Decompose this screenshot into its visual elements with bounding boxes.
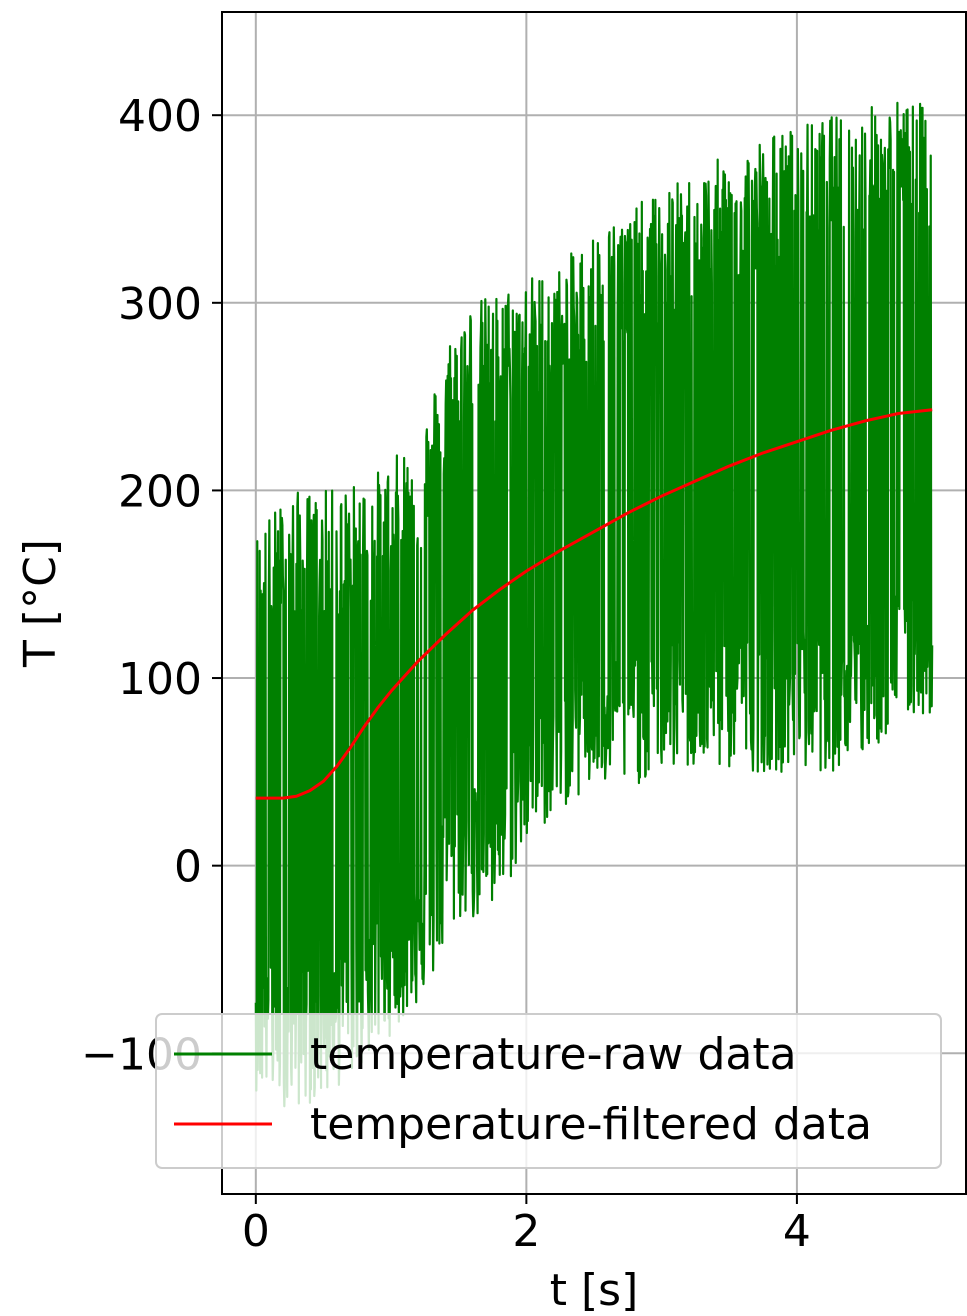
legend-label-raw: temperature-raw data [310, 1029, 797, 1080]
y-axis-label: T [°C] [15, 539, 66, 668]
x-tick-label: 4 [783, 1206, 811, 1257]
x-tick-label: 2 [512, 1206, 540, 1257]
y-tick-label: 200 [118, 466, 202, 517]
legend-label-filtered: temperature-filtered data [310, 1099, 872, 1150]
y-tick-label: 300 [118, 279, 202, 330]
filtered-data-series [255, 408, 933, 800]
x-tick-label: 0 [242, 1206, 270, 1257]
legend: temperature-raw data temperature-filtere… [155, 1013, 942, 1169]
raw-data-line [254, 101, 934, 1108]
plot-frame [221, 11, 967, 1195]
y-tick-label: 0 [174, 842, 202, 893]
y-tick-label: 100 [118, 654, 202, 705]
raw-data-series [254, 101, 934, 1108]
x-axis-label: t [s] [550, 1265, 639, 1316]
filtered-data-line [255, 408, 933, 800]
y-tick-label: 400 [118, 91, 202, 142]
legend-box [155, 1013, 942, 1169]
